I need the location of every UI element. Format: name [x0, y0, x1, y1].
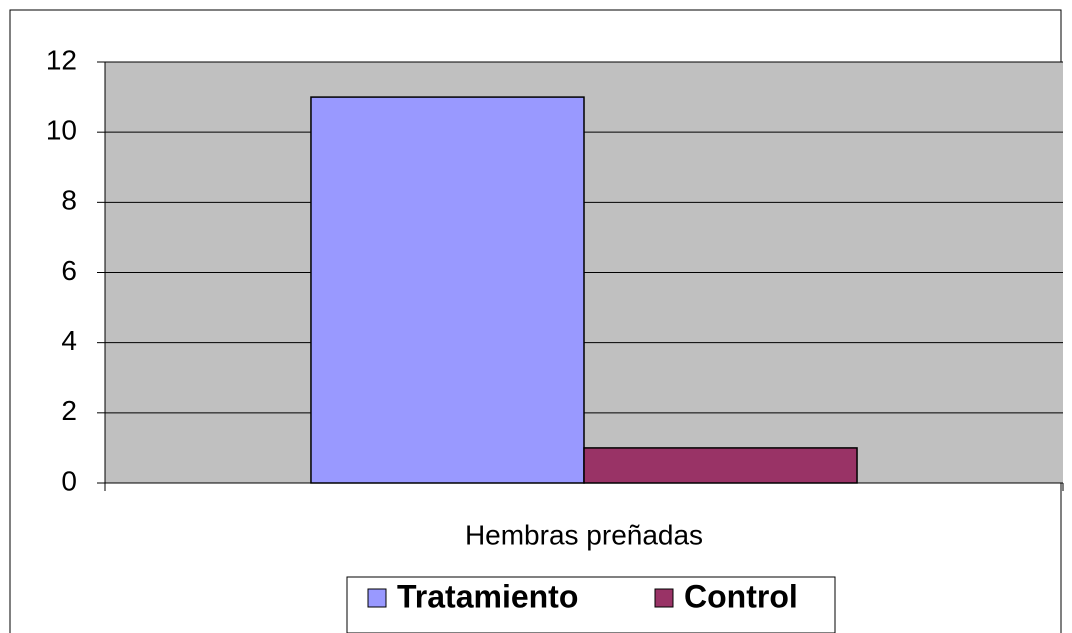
- y-tick-label: 6: [61, 255, 77, 286]
- bar: [583, 447, 858, 484]
- y-tick-label: 12: [46, 44, 77, 75]
- legend-box: [346, 576, 836, 633]
- legend-swatch: [367, 588, 387, 608]
- legend-label: Control: [684, 578, 798, 614]
- y-tick-label: 0: [61, 465, 77, 496]
- marks: [310, 96, 858, 484]
- x-tick-label: Hembras preñadas: [465, 519, 703, 550]
- legend: Tratamiento Control: [367, 578, 798, 614]
- bar: [310, 96, 585, 484]
- y-tick-label: 2: [61, 395, 77, 426]
- legend-label: Tratamiento: [397, 578, 578, 614]
- axes: 0 2 4 6 8 10 12 Hembras preñadas: [46, 44, 1064, 550]
- y-tick-label: 8: [61, 185, 77, 216]
- legend-swatch: [654, 588, 674, 608]
- y-tick-label: 4: [61, 325, 77, 356]
- y-tick-label: 10: [46, 115, 77, 146]
